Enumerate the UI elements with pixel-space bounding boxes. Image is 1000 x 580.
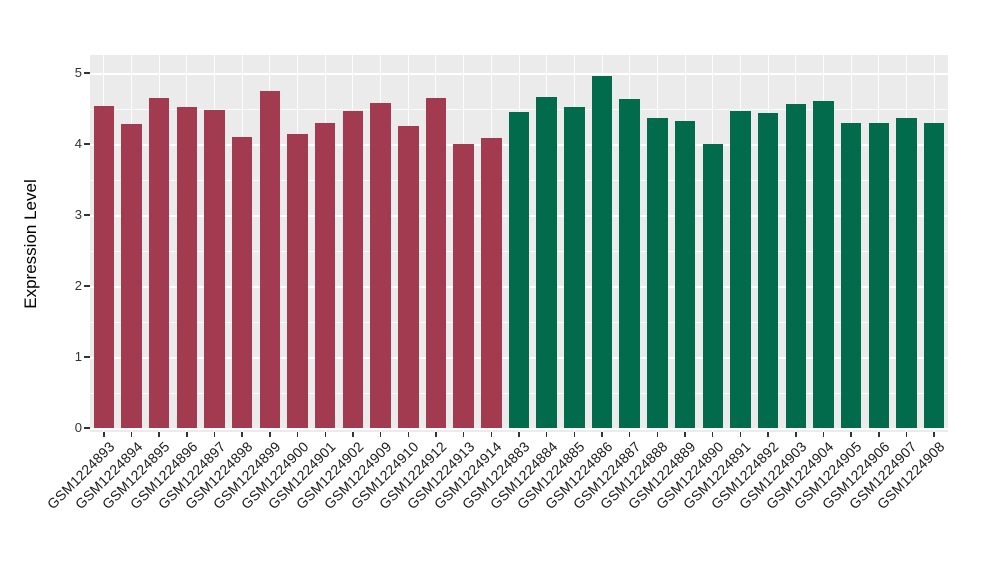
y-axis-tick-label: 4 xyxy=(74,136,82,151)
bar-GSM1224893 xyxy=(93,106,115,428)
bar-GSM1224898 xyxy=(231,136,253,428)
y-tick xyxy=(84,214,90,216)
bar-GSM1224905 xyxy=(840,122,862,428)
x-tick xyxy=(933,432,935,437)
x-tick xyxy=(379,432,382,437)
x-tick xyxy=(878,432,880,437)
x-tick xyxy=(573,432,576,437)
bar-GSM1224892 xyxy=(757,113,779,428)
x-tick xyxy=(130,432,133,437)
x-tick xyxy=(407,432,410,437)
x-tick xyxy=(103,432,105,437)
x-tick xyxy=(795,432,797,437)
x-tick xyxy=(241,432,243,437)
x-tick xyxy=(850,432,852,437)
y-tick xyxy=(84,285,90,287)
x-tick xyxy=(518,432,520,437)
x-tick xyxy=(767,432,769,437)
x-tick xyxy=(462,432,465,437)
bar-GSM1224914 xyxy=(481,137,502,428)
bar-GSM1224899 xyxy=(259,90,281,428)
x-tick xyxy=(545,432,548,437)
bar-GSM1224910 xyxy=(398,126,419,428)
y-axis-tick-label: 0 xyxy=(74,420,82,435)
x-tick xyxy=(684,432,686,437)
x-tick xyxy=(739,432,742,437)
y-axis-tick-label: 3 xyxy=(74,207,82,222)
bar-GSM1224896 xyxy=(176,107,198,428)
bar-GSM1224902 xyxy=(342,110,364,428)
bar-GSM1224889 xyxy=(674,120,696,428)
bar-GSM1224907 xyxy=(896,117,917,428)
x-tick xyxy=(324,432,326,437)
y-tick xyxy=(84,72,90,74)
bar-GSM1224884 xyxy=(536,97,557,428)
bar-GSM1224890 xyxy=(702,144,723,428)
bar-GSM1224888 xyxy=(647,117,668,428)
y-tick xyxy=(84,427,90,429)
x-tick xyxy=(352,432,354,437)
x-tick xyxy=(905,432,908,437)
bar-GSM1224906 xyxy=(868,122,890,428)
x-tick xyxy=(158,432,160,437)
y-axis-tick-label: 1 xyxy=(74,349,82,364)
y-tick xyxy=(84,143,90,145)
bar-GSM1224909 xyxy=(370,102,391,428)
bar-GSM1224901 xyxy=(315,123,336,428)
y-axis-title: Expression Level xyxy=(21,179,40,309)
x-tick xyxy=(296,432,299,437)
plot-panel xyxy=(90,55,948,432)
y-tick xyxy=(84,356,90,358)
bar-GSM1224900 xyxy=(287,134,308,428)
x-tick xyxy=(711,432,714,437)
x-tick xyxy=(656,432,659,437)
x-tick xyxy=(628,432,631,437)
x-tick xyxy=(269,432,271,437)
x-tick xyxy=(822,432,825,437)
bar-GSM1224908 xyxy=(923,122,945,428)
bar-GSM1224887 xyxy=(619,99,640,428)
bar-GSM1224912 xyxy=(425,97,447,428)
x-tick xyxy=(186,432,188,437)
bar-GSM1224913 xyxy=(453,144,474,428)
bar-GSM1224885 xyxy=(564,107,585,428)
bar-GSM1224883 xyxy=(508,112,530,428)
x-tick xyxy=(213,432,216,437)
x-tick xyxy=(601,432,603,437)
y-axis-tick-label: 2 xyxy=(74,278,82,293)
bar-GSM1224886 xyxy=(591,75,613,428)
bar-GSM1224891 xyxy=(730,111,751,428)
x-tick xyxy=(490,432,493,437)
bar-GSM1224903 xyxy=(785,104,806,428)
bar-GSM1224894 xyxy=(121,124,142,428)
y-axis-tick-label: 5 xyxy=(74,65,82,80)
bar-GSM1224897 xyxy=(204,109,225,428)
bar-GSM1224904 xyxy=(813,100,834,428)
bar-GSM1224895 xyxy=(148,97,170,428)
x-tick xyxy=(435,432,437,437)
